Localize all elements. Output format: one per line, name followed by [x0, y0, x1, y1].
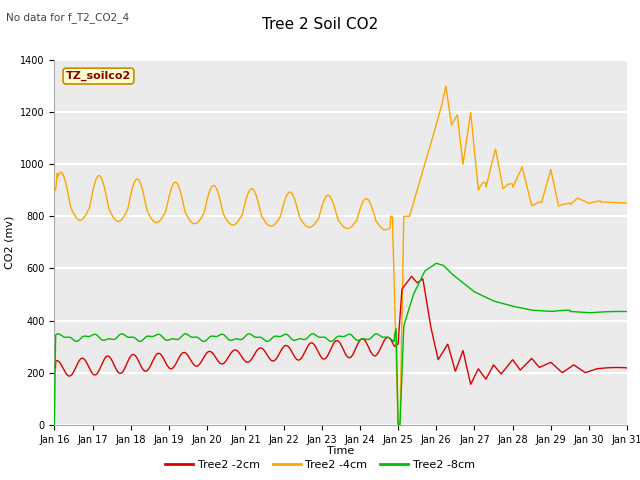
Text: Tree 2 Soil CO2: Tree 2 Soil CO2 [262, 17, 378, 32]
Y-axis label: CO2 (mv): CO2 (mv) [4, 216, 15, 269]
Legend: Tree2 -2cm, Tree2 -4cm, Tree2 -8cm: Tree2 -2cm, Tree2 -4cm, Tree2 -8cm [161, 456, 479, 474]
Text: No data for f_T2_CO2_4: No data for f_T2_CO2_4 [6, 12, 129, 23]
Text: TZ_soilco2: TZ_soilco2 [66, 71, 131, 81]
X-axis label: Time: Time [327, 446, 355, 456]
